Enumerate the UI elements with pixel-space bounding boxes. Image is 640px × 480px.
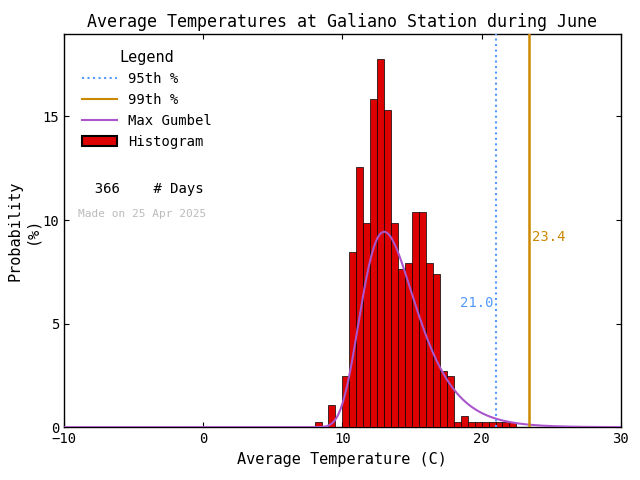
Bar	[509, 421, 516, 427]
Bar	[384, 110, 391, 427]
Bar	[419, 212, 426, 427]
Bar	[502, 421, 509, 427]
Bar	[342, 376, 349, 427]
Bar	[433, 274, 440, 427]
Text: 366    # Days: 366 # Days	[78, 182, 204, 196]
Bar	[488, 421, 495, 427]
Bar	[426, 263, 433, 427]
Bar	[475, 421, 481, 427]
Bar	[405, 263, 412, 427]
Text: Made on 25 Apr 2025: Made on 25 Apr 2025	[78, 209, 206, 218]
Bar	[440, 371, 447, 427]
Bar	[370, 99, 377, 427]
Bar	[315, 421, 321, 427]
Bar	[412, 212, 419, 427]
Legend: 95th %, 99th %, Max Gumbel, Histogram: 95th %, 99th %, Max Gumbel, Histogram	[77, 45, 217, 155]
X-axis label: Average Temperature (C): Average Temperature (C)	[237, 452, 447, 467]
Bar	[356, 167, 364, 427]
Bar	[349, 252, 356, 427]
Bar	[481, 421, 488, 427]
Title: Average Temperatures at Galiano Station during June: Average Temperatures at Galiano Station …	[88, 12, 597, 31]
Bar	[454, 421, 461, 427]
Bar	[328, 405, 335, 427]
Bar	[468, 421, 475, 427]
Bar	[495, 421, 502, 427]
Bar	[377, 60, 384, 427]
Y-axis label: Probability
(%): Probability (%)	[7, 180, 40, 281]
Bar	[398, 269, 405, 427]
Bar	[461, 416, 468, 427]
Bar	[391, 223, 398, 427]
Bar	[364, 223, 370, 427]
Text: 21.0: 21.0	[460, 296, 493, 310]
Bar	[447, 376, 454, 427]
Text: 23.4: 23.4	[532, 230, 565, 244]
